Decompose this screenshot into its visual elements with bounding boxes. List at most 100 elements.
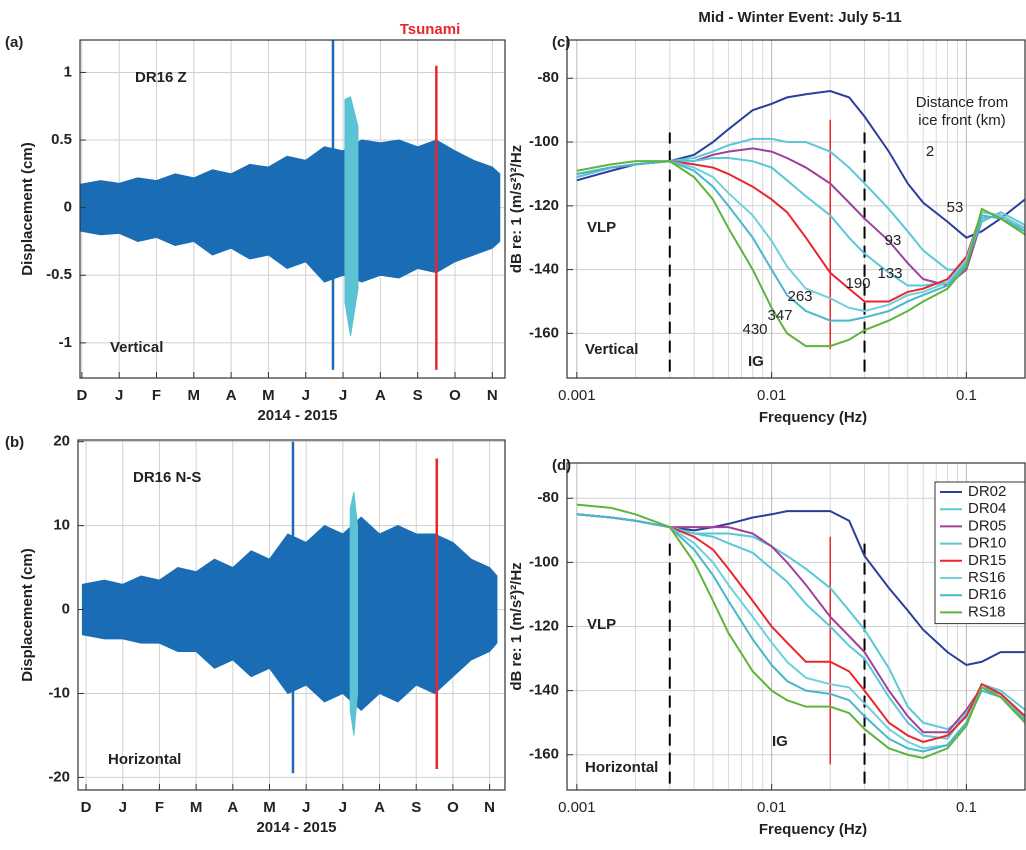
plot-area — [78, 440, 505, 790]
x-tick-label: S — [413, 387, 423, 404]
x-tick-label: 0.1 — [956, 799, 977, 816]
y-tick-label: 1 — [64, 63, 72, 80]
station-label: DR16 Z — [135, 69, 187, 86]
legend-label: RS16 — [968, 569, 1006, 586]
x-tick-label: A — [374, 799, 385, 816]
distance-label: 93 — [885, 232, 902, 249]
spectrum-line — [576, 160, 1025, 303]
x-tick-label: 0.001 — [558, 799, 596, 816]
spectrum-line — [576, 137, 1025, 271]
panel-label: (c) — [552, 34, 570, 51]
y-tick-label: -120 — [529, 197, 559, 214]
x-tick-label: A — [227, 799, 238, 816]
panel-label: (a) — [5, 34, 23, 51]
x-tick-label: F — [155, 799, 164, 816]
y-tick-label: -80 — [537, 69, 559, 86]
panel-label: (d) — [552, 457, 571, 474]
distance-label: 430 — [742, 321, 767, 338]
annotation: Tsunami — [400, 21, 461, 38]
component-label: Horizontal — [108, 751, 181, 768]
x-axis-label: 2014 - 2015 — [257, 407, 337, 424]
y-tick-label: -1 — [59, 334, 72, 351]
y-axis-label: Displacement (cm) — [19, 548, 36, 681]
chart-title: Mid - Winter Event: July 5-11 — [698, 9, 901, 26]
x-tick-label: J — [115, 387, 123, 404]
spectrum-line — [576, 510, 1025, 667]
x-axis-label: 2014 - 2015 — [256, 819, 336, 836]
x-tick-label: M — [190, 799, 203, 816]
spectrum-line — [576, 513, 1025, 753]
band-label: IG — [748, 353, 764, 370]
note: Distance from — [916, 94, 1009, 111]
trace-envelope — [80, 139, 501, 283]
legend-label: DR04 — [968, 500, 1006, 517]
y-tick-label: 0 — [62, 601, 70, 618]
x-tick-label: J — [119, 799, 127, 816]
distance-label: 2 — [926, 143, 934, 160]
x-tick-label: N — [484, 799, 495, 816]
x-tick-label: S — [411, 799, 421, 816]
distance-label: 347 — [767, 307, 792, 324]
x-tick-label: M — [263, 799, 276, 816]
y-axis-label: dB re: 1 (m/s²)²/Hz — [508, 562, 525, 690]
y-tick-label: -120 — [529, 617, 559, 634]
y-tick-label: -20 — [48, 768, 70, 785]
distance-label: 263 — [787, 288, 812, 305]
component-label: Horizontal — [585, 759, 658, 776]
legend-label: RS18 — [968, 603, 1006, 620]
component-label: Vertical — [110, 339, 163, 356]
x-axis-label: Frequency (Hz) — [759, 821, 867, 838]
x-tick-label: J — [339, 799, 347, 816]
x-tick-label: 0.01 — [757, 387, 786, 404]
x-tick-label: M — [188, 387, 201, 404]
x-tick-label: A — [375, 387, 386, 404]
legend-label: DR15 — [968, 552, 1006, 569]
x-tick-label: N — [487, 387, 498, 404]
spectrum-line — [576, 160, 1025, 348]
spectrum-line — [576, 160, 1025, 313]
plot-area — [80, 40, 505, 378]
plot-frame — [566, 39, 1026, 379]
station-label: DR16 N-S — [133, 469, 201, 486]
x-tick-label: O — [449, 387, 461, 404]
legend-label: DR16 — [968, 586, 1006, 603]
vlp-label: VLP — [587, 219, 616, 236]
spectrum-line — [576, 513, 1025, 734]
y-tick-label: -140 — [529, 261, 559, 278]
x-tick-label: M — [262, 387, 275, 404]
trace-envelope — [81, 516, 498, 711]
y-axis-label: Displacement (cm) — [19, 142, 36, 275]
x-axis-label: Frequency (Hz) — [759, 409, 867, 426]
spectrum-line — [576, 160, 1025, 322]
legend-label: DR02 — [968, 483, 1006, 500]
x-tick-label: 0.001 — [558, 387, 596, 404]
x-tick-label: F — [152, 387, 161, 404]
vlp-label: VLP — [587, 616, 616, 633]
x-tick-label: O — [447, 799, 459, 816]
plot-area — [567, 40, 1025, 378]
x-tick-label: J — [302, 799, 310, 816]
plot-frame — [566, 462, 1026, 791]
spectrum-line — [576, 513, 1025, 743]
y-tick-label: -100 — [529, 133, 559, 150]
y-tick-label: 0 — [64, 199, 72, 216]
y-tick-label: -140 — [529, 682, 559, 699]
y-tick-label: -100 — [529, 553, 559, 570]
trace-envelope — [349, 491, 359, 736]
x-tick-label: J — [339, 387, 347, 404]
distance-label: 53 — [947, 199, 964, 216]
legend-box — [934, 481, 1026, 625]
spectrum-line — [576, 156, 1025, 287]
y-tick-label: 20 — [53, 433, 70, 450]
x-tick-label: 0.1 — [956, 387, 977, 404]
band-label: IG — [772, 733, 788, 750]
y-tick-label: 0.5 — [51, 131, 72, 148]
x-tick-label: D — [81, 799, 92, 816]
x-tick-label: D — [76, 387, 87, 404]
y-tick-label: 10 — [53, 517, 70, 534]
y-tick-label: -80 — [537, 489, 559, 506]
legend-label: DR10 — [968, 535, 1006, 552]
x-tick-label: A — [226, 387, 237, 404]
